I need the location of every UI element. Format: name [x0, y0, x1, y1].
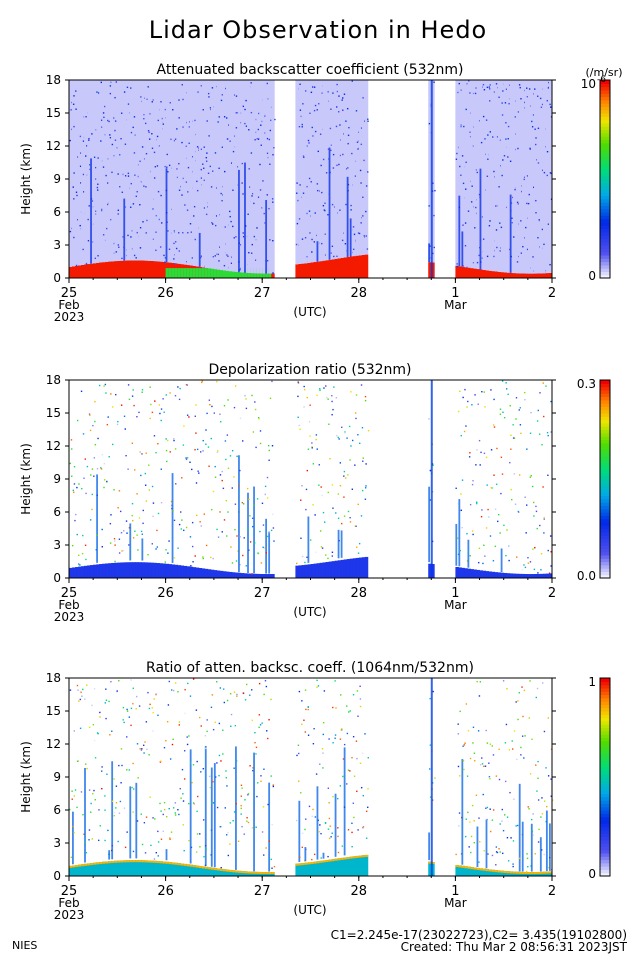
y-tick-label: 3: [53, 238, 61, 252]
heatmap-field: [69, 380, 553, 578]
y-tick-label: 0: [53, 571, 61, 585]
chart-panel-1: Attenuated backscatter coefficient (532n…: [19, 62, 622, 324]
x-axis-label: (UTC): [293, 903, 326, 917]
y-tick-label: 12: [46, 139, 61, 153]
x-tick-year: 2023: [54, 610, 85, 624]
x-tick-year: 2023: [54, 908, 85, 922]
chart-title: Ratio of atten. backsc. coeff. (1064nm/5…: [146, 660, 474, 676]
x-tick-year: 2023: [54, 310, 85, 324]
colorbar-unit: (/m/sr): [586, 66, 623, 79]
y-axis-label: Height (km): [19, 443, 33, 514]
footer-org: NIES: [12, 939, 37, 952]
x-tick-label: 1: [451, 286, 459, 301]
colorbar-frame: [599, 79, 611, 279]
x-tick-label: 1: [451, 884, 459, 899]
y-tick-label: 3: [53, 538, 61, 552]
y-axis: 0 3 6 9 12 15 18: [46, 373, 556, 585]
colorbar-min-label: 0: [588, 269, 596, 283]
x-tick-sublabel: Feb: [58, 298, 79, 312]
plot-frame: [68, 677, 553, 877]
chart-panel-2: Depolarization ratio (532nm)0369121518He…: [19, 362, 611, 624]
colorbar-min-label: 0.0: [577, 569, 596, 583]
x-tick-label: 26: [157, 586, 174, 601]
page-title: Lidar Observation in Hedo: [149, 16, 488, 44]
x-tick-label: 27: [254, 884, 271, 899]
x-tick-label: 28: [351, 884, 368, 899]
colorbar: 01: [588, 675, 611, 881]
y-tick-label: 12: [46, 737, 61, 751]
y-axis: 0 3 6 9 12 15 18: [46, 73, 556, 285]
colorbar-max-label: 1: [588, 675, 596, 689]
x-tick-label: 27: [254, 286, 271, 301]
colorbar-frame: [599, 379, 611, 579]
x-tick-label: 2: [548, 286, 556, 301]
y-tick-label: 15: [46, 106, 61, 120]
y-tick-label: 18: [46, 73, 61, 87]
y-tick-label: 0: [53, 271, 61, 285]
x-tick-label: 2: [548, 586, 556, 601]
chart-title: Depolarization ratio (532nm): [208, 362, 411, 378]
colorbar-min-label: 0: [588, 867, 596, 881]
y-tick-label: 3: [53, 836, 61, 850]
y-tick-label: 9: [53, 172, 61, 186]
y-tick-label: 15: [46, 406, 61, 420]
y-axis: 0 3 6 9 12 15 18: [46, 671, 556, 883]
y-tick-label: 18: [46, 373, 61, 387]
chart-title: Attenuated backscatter coefficient (532n…: [157, 62, 464, 78]
x-tick-label: 1: [451, 586, 459, 601]
footer-created: Created: Thu Mar 2 08:56:31 2023JST: [401, 940, 628, 954]
x-tick-sublabel: Feb: [58, 598, 79, 612]
y-tick-label: 0: [53, 869, 61, 883]
x-tick-label: 25: [61, 586, 78, 601]
x-axis-label: (UTC): [293, 605, 326, 619]
x-tick-label: 28: [351, 586, 368, 601]
colorbar: 0.0 0.3: [577, 377, 611, 583]
y-tick-label: 12: [46, 439, 61, 453]
colorbar-max-label: 0.3: [577, 377, 596, 391]
heatmap-field: [69, 80, 553, 278]
chart-panel-3: Ratio of atten. backsc. coeff. (1064nm/5…: [19, 660, 611, 922]
x-tick-label: 26: [157, 884, 174, 899]
colorbar-frame: [599, 677, 611, 877]
y-tick-label: 9: [53, 472, 61, 486]
y-tick-label: 18: [46, 671, 61, 685]
x-tick-sublabel: Mar: [444, 896, 467, 910]
colorbar-exponent: -6: [597, 75, 606, 85]
y-axis-label: Height (km): [19, 143, 33, 214]
x-tick-label: 25: [61, 884, 78, 899]
x-tick-sublabel: Mar: [444, 598, 467, 612]
x-tick-label: 25: [61, 286, 78, 301]
x-tick-label: 2: [548, 884, 556, 899]
x-tick-sublabel: Feb: [58, 896, 79, 910]
x-tick-label: 28: [351, 286, 368, 301]
x-axis-label: (UTC): [293, 305, 326, 319]
x-tick-sublabel: Mar: [444, 298, 467, 312]
footer-calibration: C1=2.245e-17(23022723),C2= 3.435(1910280…: [331, 928, 627, 942]
y-axis-label: Height (km): [19, 741, 33, 812]
colorbar-max-label: 10: [581, 77, 596, 91]
y-tick-label: 15: [46, 704, 61, 718]
colorbar: 0 10 -6(/m/sr): [581, 66, 623, 283]
y-tick-label: 6: [53, 505, 61, 519]
y-tick-label: 6: [53, 803, 61, 817]
x-tick-label: 26: [157, 286, 174, 301]
x-tick-label: 27: [254, 586, 271, 601]
y-tick-label: 9: [53, 770, 61, 784]
y-tick-label: 6: [53, 205, 61, 219]
heatmap-field: [69, 678, 554, 876]
